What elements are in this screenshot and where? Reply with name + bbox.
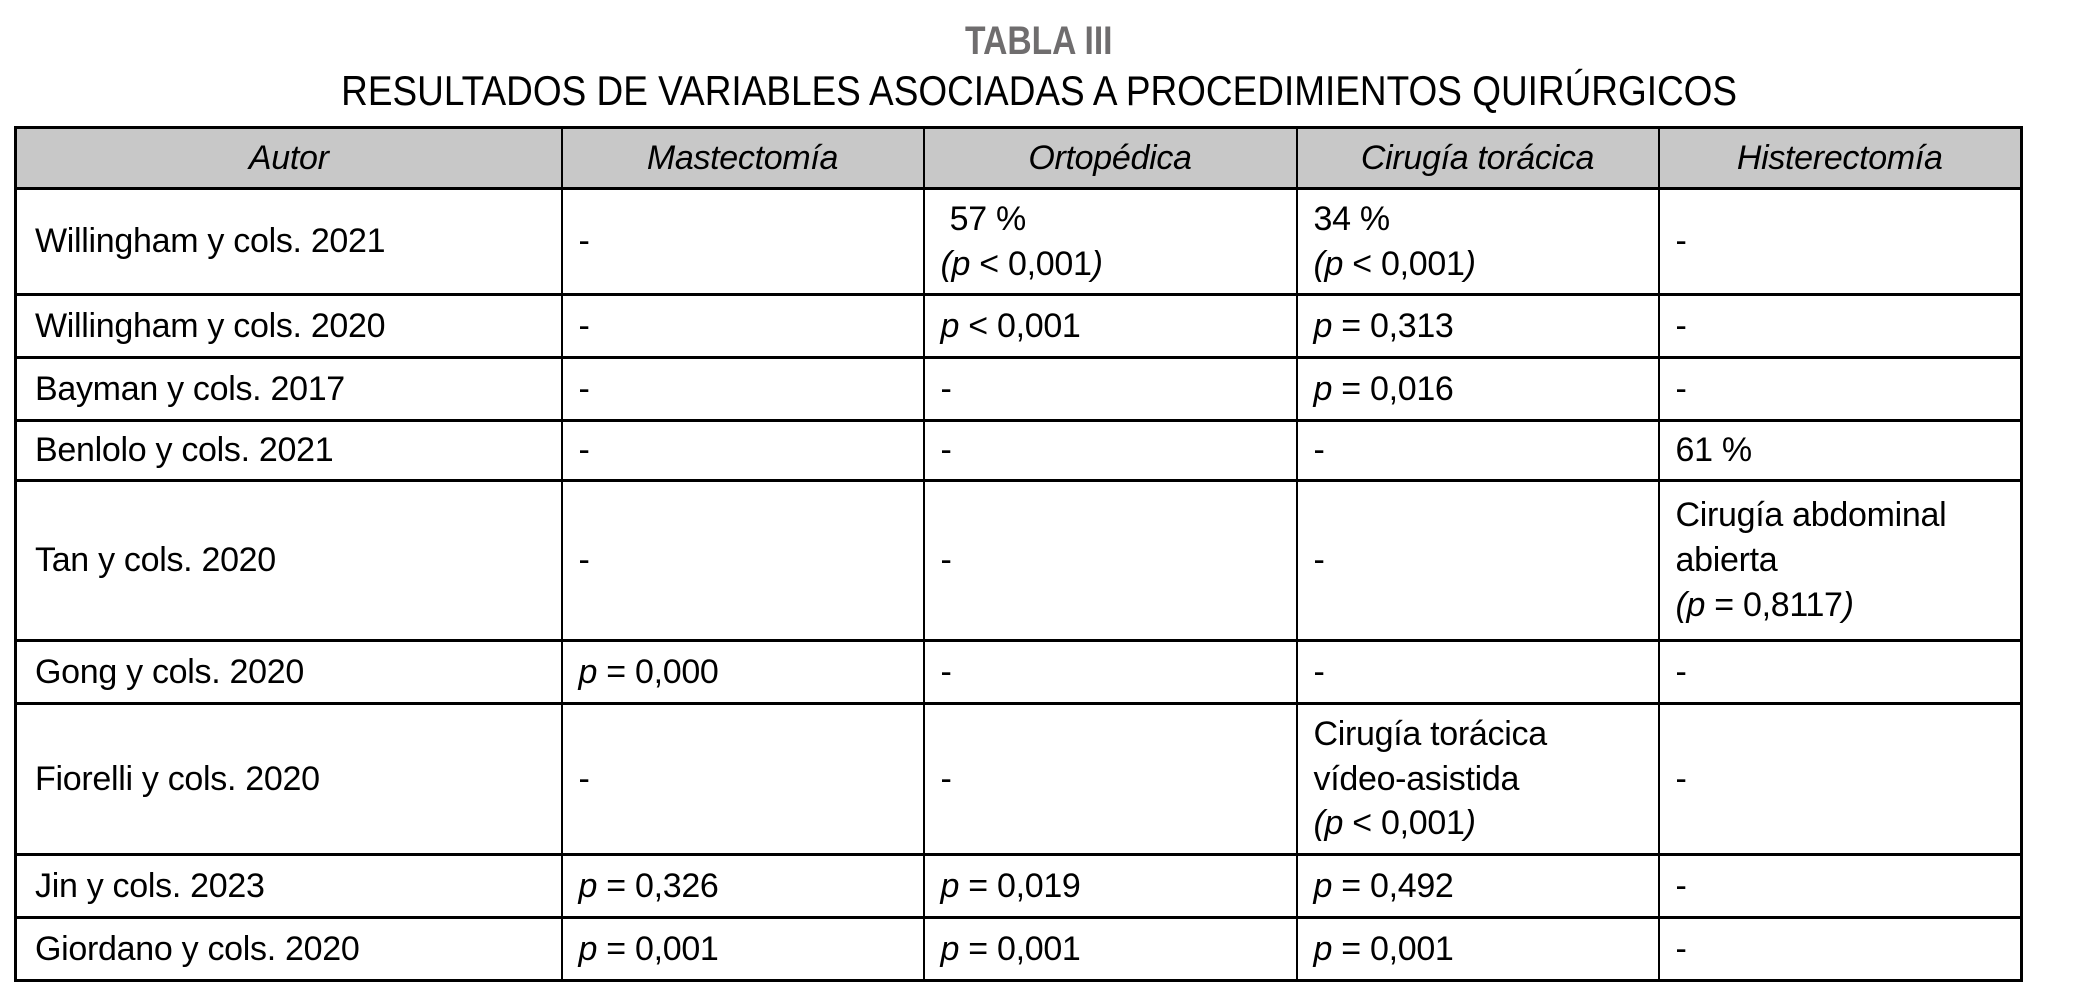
cell-author: Giordano y cols. 2020 bbox=[14, 916, 563, 982]
cell-mastectomia: p = 0,326 bbox=[560, 853, 925, 919]
results-table: Autor Mastectomía Ortopédica Cirugía tor… bbox=[14, 126, 2023, 982]
cell-mastectomia: p = 0,000 bbox=[560, 639, 925, 705]
cell-author: Willingham y cols. 2021 bbox=[14, 187, 563, 296]
table-row: Giordano y cols. 2020 p = 0,001 p = 0,00… bbox=[14, 916, 2023, 982]
cell-mastectomia: - bbox=[560, 356, 925, 422]
table-subtitle: RESULTADOS DE VARIABLES ASOCIADAS A PROC… bbox=[0, 68, 2078, 114]
cell-mastectomia: - bbox=[560, 293, 925, 359]
cell-histerectomia: - bbox=[1657, 639, 2023, 705]
column-header-ortopedica: Ortopédica bbox=[922, 126, 1298, 190]
cell-cirugia-toracica: p = 0,492 bbox=[1295, 853, 1660, 919]
cell-cirugia-toracica: 34 % (p < 0,001) bbox=[1295, 187, 1660, 296]
column-header-autor: Autor bbox=[14, 126, 563, 190]
cell-author: Fiorelli y cols. 2020 bbox=[14, 702, 563, 856]
table-row: Willingham y cols. 2021 - 57 % (p < 0,00… bbox=[14, 187, 2023, 296]
cell-author: Benlolo y cols. 2021 bbox=[14, 419, 563, 482]
cell-ortopedica: - bbox=[922, 702, 1298, 856]
table-header-row: Autor Mastectomía Ortopédica Cirugía tor… bbox=[14, 126, 2023, 190]
cell-ortopedica: p = 0,019 bbox=[922, 853, 1298, 919]
table-number-title: TABLA III bbox=[0, 0, 2078, 64]
cell-histerectomia: - bbox=[1657, 356, 2023, 422]
table-number-title-text: TABLA III bbox=[965, 19, 1113, 63]
table-row: Tan y cols. 2020 - - - Cirugía abdominal… bbox=[14, 479, 2023, 642]
cell-author: Jin y cols. 2023 bbox=[14, 853, 563, 919]
cell-ortopedica: - bbox=[922, 479, 1298, 642]
cell-ortopedica: - bbox=[922, 639, 1298, 705]
cell-cirugia-toracica: p = 0,016 bbox=[1295, 356, 1660, 422]
cell-histerectomia: - bbox=[1657, 187, 2023, 296]
table-subtitle-text: RESULTADOS DE VARIABLES ASOCIADAS A PROC… bbox=[341, 67, 1737, 114]
cell-cirugia-toracica: p = 0,313 bbox=[1295, 293, 1660, 359]
cell-histerectomia: - bbox=[1657, 293, 2023, 359]
cell-mastectomia: p = 0,001 bbox=[560, 916, 925, 982]
cell-histerectomia: - bbox=[1657, 916, 2023, 982]
cell-author: Gong y cols. 2020 bbox=[14, 639, 563, 705]
cell-mastectomia: - bbox=[560, 187, 925, 296]
cell-histerectomia: - bbox=[1657, 702, 2023, 856]
cell-mastectomia: - bbox=[560, 419, 925, 482]
table-row: Willingham y cols. 2020 - p < 0,001 p = … bbox=[14, 293, 2023, 359]
cell-cirugia-toracica: p = 0,001 bbox=[1295, 916, 1660, 982]
cell-ortopedica: p = 0,001 bbox=[922, 916, 1298, 982]
cell-author: Bayman y cols. 2017 bbox=[14, 356, 563, 422]
cell-cirugia-toracica: Cirugía torácica vídeo-asistida (p < 0,0… bbox=[1295, 702, 1660, 856]
cell-mastectomia: - bbox=[560, 702, 925, 856]
cell-ortopedica: 57 % (p < 0,001) bbox=[922, 187, 1298, 296]
table-row: Fiorelli y cols. 2020 - - Cirugía toráci… bbox=[14, 702, 2023, 856]
cell-mastectomia: - bbox=[560, 479, 925, 642]
table-row: Jin y cols. 2023 p = 0,326 p = 0,019 p =… bbox=[14, 853, 2023, 919]
cell-author: Willingham y cols. 2020 bbox=[14, 293, 563, 359]
cell-histerectomia: Cirugía abdominal abierta (p = 0,8117) bbox=[1657, 479, 2023, 642]
cell-ortopedica: - bbox=[922, 356, 1298, 422]
cell-histerectomia: 61 % bbox=[1657, 419, 2023, 482]
cell-cirugia-toracica: - bbox=[1295, 639, 1660, 705]
column-header-mastectomia: Mastectomía bbox=[560, 126, 925, 190]
cell-cirugia-toracica: - bbox=[1295, 479, 1660, 642]
cell-author: Tan y cols. 2020 bbox=[14, 479, 563, 642]
cell-ortopedica: - bbox=[922, 419, 1298, 482]
column-header-histerectomia: Histerectomía bbox=[1657, 126, 2023, 190]
column-header-cirugia-toracica: Cirugía torácica bbox=[1295, 126, 1660, 190]
cell-ortopedica: p < 0,001 bbox=[922, 293, 1298, 359]
cell-cirugia-toracica: - bbox=[1295, 419, 1660, 482]
cell-histerectomia: - bbox=[1657, 853, 2023, 919]
table-row: Bayman y cols. 2017 - - p = 0,016 - bbox=[14, 356, 2023, 422]
table-row: Benlolo y cols. 2021 - - - 61 % bbox=[14, 419, 2023, 482]
table-row: Gong y cols. 2020 p = 0,000 - - - bbox=[14, 639, 2023, 705]
